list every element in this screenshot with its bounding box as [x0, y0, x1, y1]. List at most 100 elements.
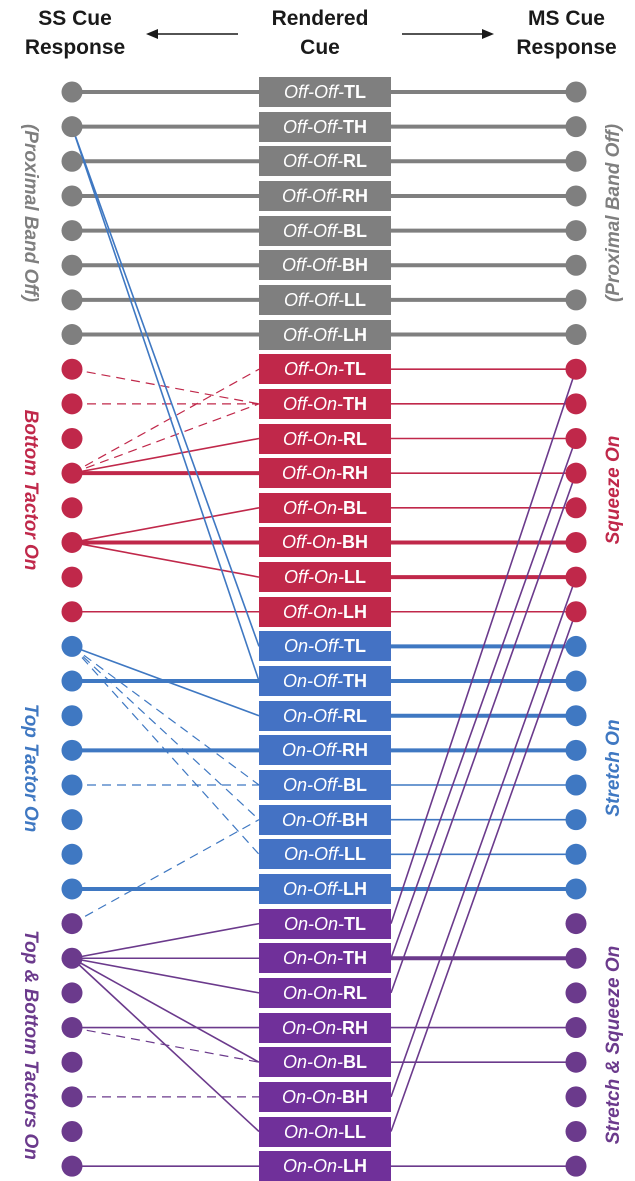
cue-location-text: LH — [343, 878, 367, 899]
cue-location-text: RL — [343, 705, 367, 726]
cue-box: On-On-RL — [259, 977, 391, 1008]
ss-link-21 — [71, 645, 260, 717]
cue-box: On-On-BH — [259, 1081, 391, 1112]
cue-box: On-Off-TL — [259, 631, 391, 662]
rendered-cue-header: Rendered Cue — [240, 4, 400, 62]
ss-response-dot — [61, 358, 83, 380]
cue-separator: - — [336, 532, 342, 553]
ms-link-24 — [390, 368, 577, 924]
cue-box: Off-On-BH — [259, 527, 391, 558]
ss-response-dot — [61, 1121, 83, 1142]
ms-response-dot — [565, 358, 587, 380]
cue-separator: - — [336, 255, 342, 276]
ms-response-dot — [565, 150, 587, 172]
ms-cue-response-header: MS Cue Response — [498, 4, 635, 62]
cue-location-text: RH — [342, 740, 368, 761]
ms-response-dot — [565, 566, 587, 588]
ms-response-dot — [565, 1086, 587, 1108]
ms-response-dot — [565, 635, 587, 657]
ss-response-dot — [61, 150, 83, 172]
cue-separator: - — [338, 636, 344, 657]
cue-location-text: LH — [343, 1156, 368, 1177]
ss-response-dot — [61, 462, 83, 484]
cue-separator: - — [336, 1086, 343, 1107]
cue-state-text: On-On — [281, 1086, 337, 1107]
ss-link-14 — [71, 507, 260, 544]
cue-box: Off-On-RH — [259, 458, 391, 489]
cue-separator: - — [337, 220, 343, 241]
ms-response-dot — [565, 220, 587, 242]
cue-separator: - — [337, 151, 343, 172]
cue-location-text: BH — [342, 1086, 369, 1107]
cue-state-text: On-Off — [281, 740, 336, 761]
ms-response-dot — [565, 428, 587, 449]
cue-state-text: On-On — [282, 948, 338, 969]
cue-state-text: Off-Off — [283, 151, 337, 172]
cue-location-text: BH — [342, 809, 368, 830]
cue-box: On-On-TL — [259, 908, 391, 939]
cue-separator: - — [338, 82, 344, 102]
cue-box: Off-Off-BH — [259, 250, 391, 281]
ss-link-33 — [71, 957, 260, 1063]
cue-state-text: On-Off — [283, 844, 338, 865]
cue-state-text: On-Off — [282, 878, 337, 899]
ms-header-line1: MS Cue — [527, 7, 605, 30]
ss-response-dot — [61, 185, 83, 207]
cue-location-text: RL — [343, 151, 367, 172]
cue-box: On-Off-RH — [259, 735, 391, 766]
ss-link-26 — [71, 819, 260, 925]
cue-location-text: LL — [344, 567, 366, 588]
cue-box: On-Off-LL — [259, 839, 391, 870]
ss-response-dot — [61, 947, 83, 969]
ss-response-dot — [61, 497, 83, 519]
ms-response-dot — [565, 878, 587, 900]
cue-box: On-Off-TH — [259, 666, 391, 697]
ss-response-dot — [61, 913, 83, 935]
ms-response-dot — [565, 289, 587, 311]
ss-response-dot — [61, 566, 83, 588]
ss-link-23 — [71, 645, 260, 786]
left-group-label-purple: Top & Bottom Tactors On — [20, 930, 41, 1160]
right-group-label-blue: Stretch On — [603, 719, 624, 817]
left-group-label-gray: (Proximal Band Off) — [20, 124, 41, 303]
ss-link-16 — [71, 541, 260, 578]
ms-response-dot — [565, 393, 587, 415]
left-arrow-icon — [146, 29, 238, 39]
ms-response-dot — [565, 739, 587, 761]
ms-link-26 — [390, 438, 577, 959]
ms-response-dot — [565, 531, 587, 553]
cue-state-text: Off-On — [282, 497, 337, 518]
ss-header-line1: SS Cue — [38, 7, 112, 30]
ms-response-dot — [565, 947, 587, 969]
cue-box: On-Off-RL — [259, 700, 391, 731]
right-arrow-icon — [402, 29, 494, 39]
cue-box: Off-Off-RH — [259, 180, 391, 211]
cue-location-text: BL — [343, 775, 367, 795]
ms-response-dot — [565, 1051, 587, 1073]
ss-link-25 — [71, 645, 260, 821]
cue-separator: - — [337, 705, 343, 726]
cue-separator: - — [336, 1017, 343, 1038]
ss-response-dot — [61, 705, 83, 727]
cue-separator: - — [337, 948, 344, 969]
ss-response-dot — [61, 843, 83, 865]
cue-location-text: TH — [343, 116, 367, 137]
ss-response-dot — [61, 774, 83, 796]
cue-separator: - — [338, 567, 344, 588]
cue-box: Off-Off-TH — [259, 111, 391, 142]
cue-state-text: Off-On — [282, 428, 337, 449]
cue-box: Off-On-TH — [259, 388, 391, 419]
cue-location-text: TH — [343, 948, 368, 969]
cue-box: On-On-LL — [259, 1116, 391, 1147]
cue-location-text: TH — [343, 671, 367, 692]
ss-link-29 — [71, 922, 260, 960]
cue-state-text: On-Off — [282, 775, 337, 795]
cue-location-text: TL — [344, 82, 366, 102]
cue-box: Off-Off-LH — [259, 319, 391, 350]
ss-response-dot — [61, 116, 83, 138]
ms-response-dot — [565, 670, 587, 692]
ss-response-dot — [61, 254, 83, 276]
cue-separator: - — [337, 1052, 344, 1073]
cue-location-text: TL — [344, 359, 366, 380]
